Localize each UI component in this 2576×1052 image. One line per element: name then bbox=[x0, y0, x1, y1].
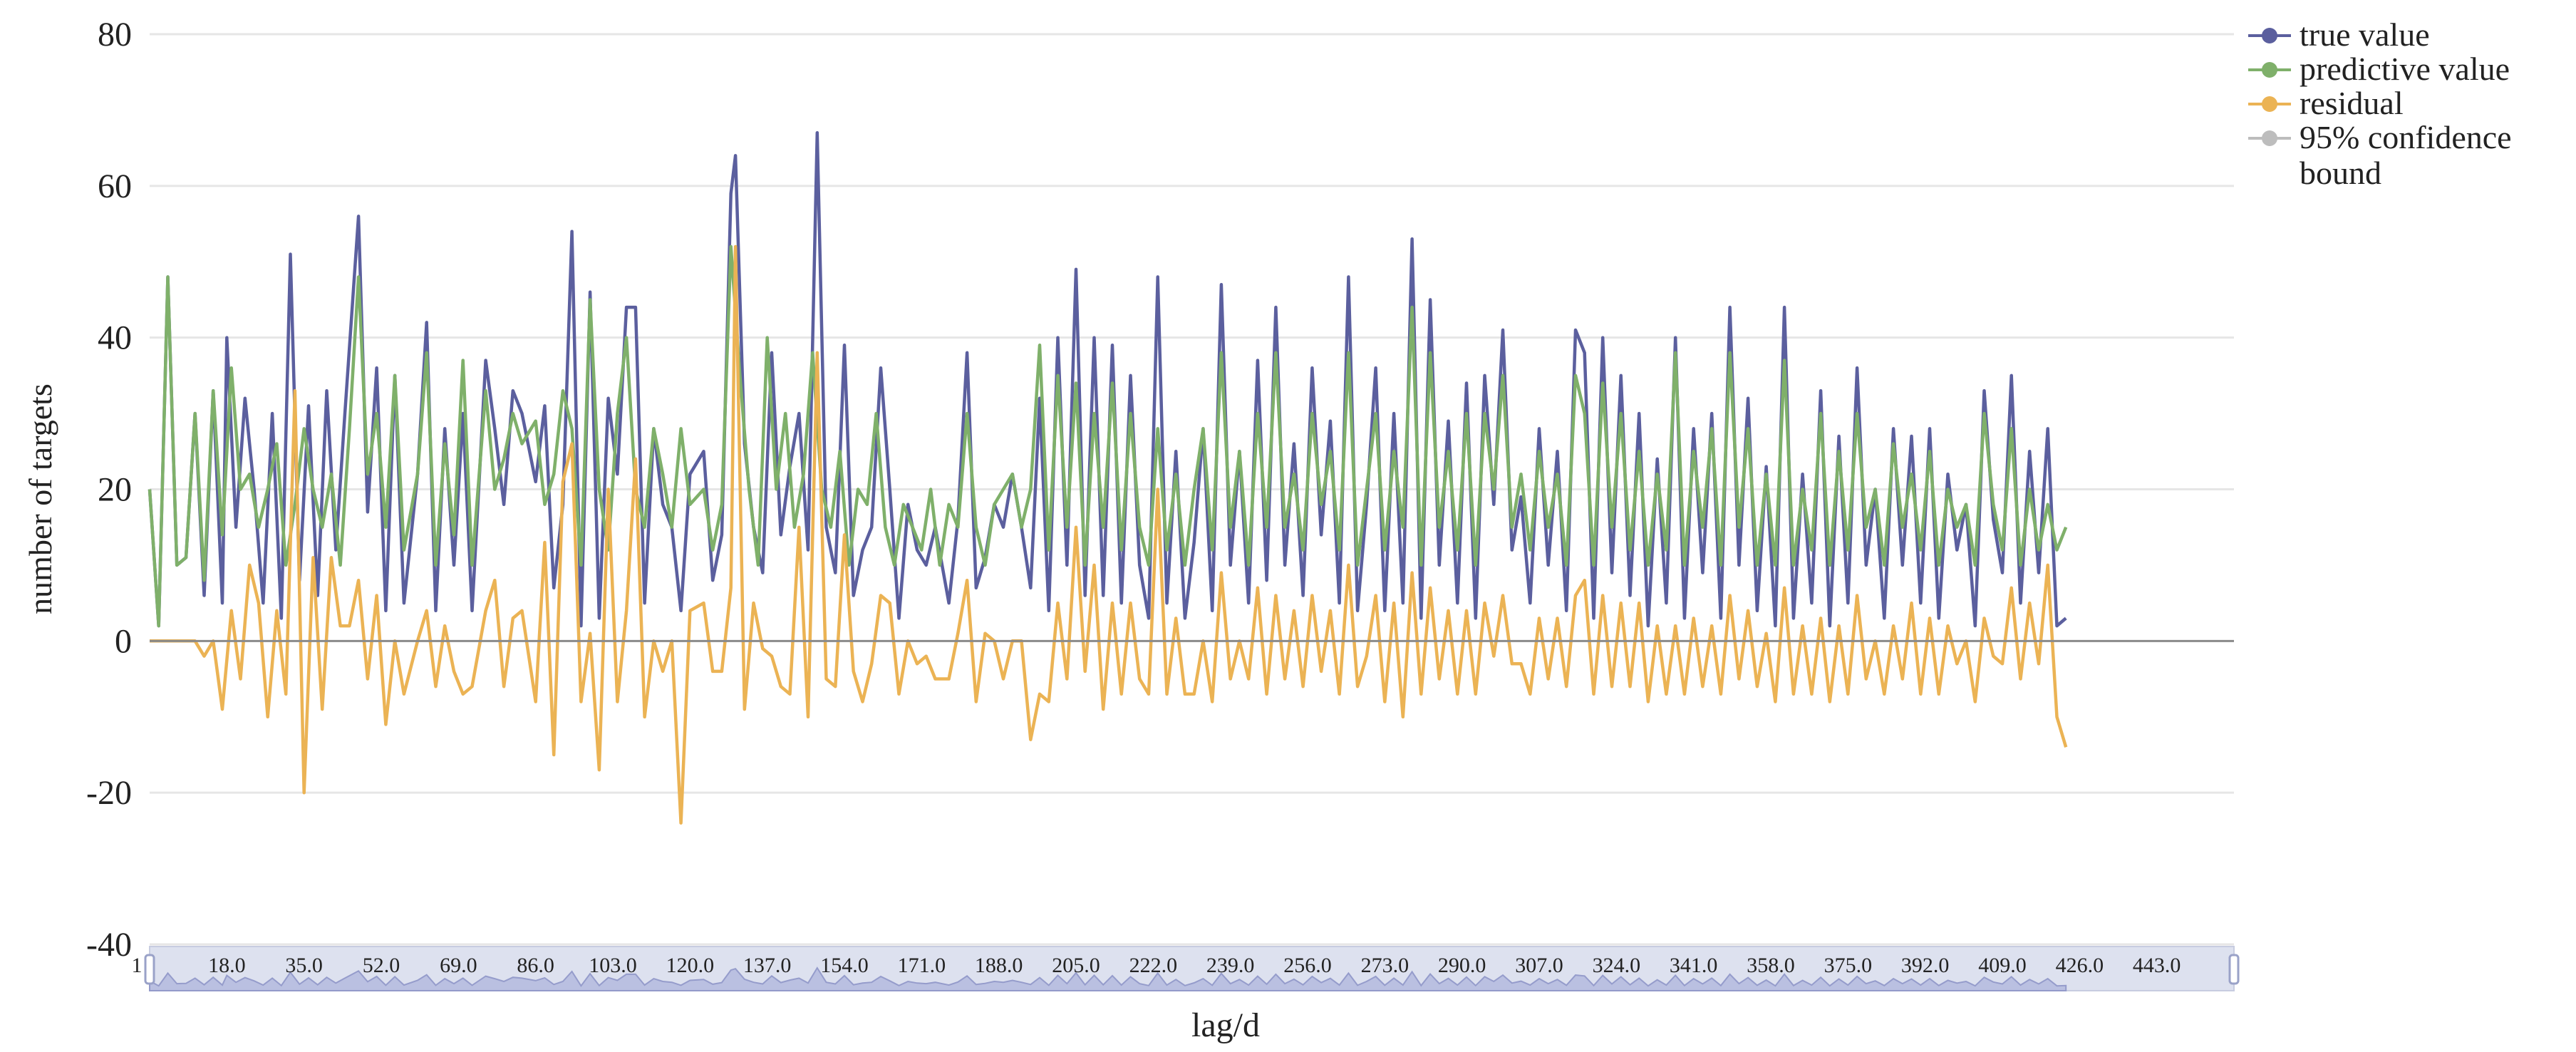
x-tick-label: 426.0 bbox=[2056, 954, 2104, 977]
x-tick-label: 35.0 bbox=[285, 954, 323, 977]
y-tick-label: 0 bbox=[115, 622, 132, 660]
y-axis-label: number of targets bbox=[22, 383, 58, 614]
series-group bbox=[148, 131, 2068, 825]
x-tick-label: 137.0 bbox=[743, 954, 792, 977]
y-tick-label: 60 bbox=[98, 167, 132, 205]
y-tick-label: -40 bbox=[86, 926, 132, 964]
x-tick-label: 273.0 bbox=[1361, 954, 1409, 977]
legend-marker-predictive-value bbox=[2262, 62, 2277, 78]
y-tick-label: 40 bbox=[98, 319, 132, 357]
x-tick-label: 120.0 bbox=[666, 954, 715, 977]
x-tick-label: 358.0 bbox=[1747, 954, 1795, 977]
range-slider[interactable] bbox=[144, 946, 2240, 991]
legend-marker-residual bbox=[2262, 96, 2277, 112]
x-tick-label: 205.0 bbox=[1052, 954, 1100, 977]
x-axis: 1 18.0 35.0 52.0 69.0 86.0 103.0 120.0 137.0 154.… bbox=[132, 954, 2181, 977]
x-tick-label: 443.0 bbox=[2133, 954, 2181, 977]
x-tick-label: 69.0 bbox=[440, 954, 477, 977]
x-tick-label: 392.0 bbox=[1901, 954, 1950, 977]
x-tick-label: 1 bbox=[132, 954, 143, 977]
x-tick-label: 86.0 bbox=[517, 954, 554, 977]
series-line-residual bbox=[150, 244, 2068, 825]
x-tick-label: 409.0 bbox=[1978, 954, 2027, 977]
legend-label-predictive-value: predictive value bbox=[2300, 51, 2510, 87]
x-tick-label: 154.0 bbox=[820, 954, 869, 977]
legend-label-residual: residual bbox=[2300, 85, 2404, 121]
y-tick-label: -20 bbox=[86, 774, 132, 812]
slider-handle-left[interactable] bbox=[144, 954, 155, 985]
x-tick-label: 171.0 bbox=[898, 954, 946, 977]
x-tick-label: 222.0 bbox=[1129, 954, 1178, 977]
x-tick-label: 256.0 bbox=[1283, 954, 1332, 977]
y-tick-label: 80 bbox=[98, 16, 132, 53]
legend-marker-true-value bbox=[2262, 28, 2277, 43]
gridlines bbox=[150, 33, 2234, 946]
series-line-predictive-value bbox=[148, 244, 2068, 628]
x-tick-label: 324.0 bbox=[1593, 954, 1641, 977]
x-tick-label: 18.0 bbox=[208, 954, 246, 977]
x-tick-label: 290.0 bbox=[1438, 954, 1486, 977]
x-axis-label: lag/d bbox=[1191, 1006, 1260, 1044]
slider-preview bbox=[149, 966, 2067, 991]
x-tick-label: 307.0 bbox=[1515, 954, 1563, 977]
slider-handle-right[interactable] bbox=[2228, 954, 2240, 985]
x-tick-label: 375.0 bbox=[1824, 954, 1873, 977]
legend-label-true-value: true value bbox=[2300, 16, 2430, 53]
x-tick-label: 52.0 bbox=[363, 954, 400, 977]
x-tick-label: 103.0 bbox=[589, 954, 637, 977]
legend-label-95-confidence-bound: 95% confidence bound bbox=[2300, 119, 2512, 191]
y-tick-label: 20 bbox=[98, 471, 132, 509]
y-axis: -40 -20 0 20 40 60 80 bbox=[86, 16, 132, 964]
x-tick-label: 239.0 bbox=[1206, 954, 1255, 977]
x-tick-label: 341.0 bbox=[1670, 954, 1718, 977]
legend-marker-95-confidence-bound bbox=[2262, 130, 2277, 146]
x-tick-label: 188.0 bbox=[975, 954, 1023, 977]
